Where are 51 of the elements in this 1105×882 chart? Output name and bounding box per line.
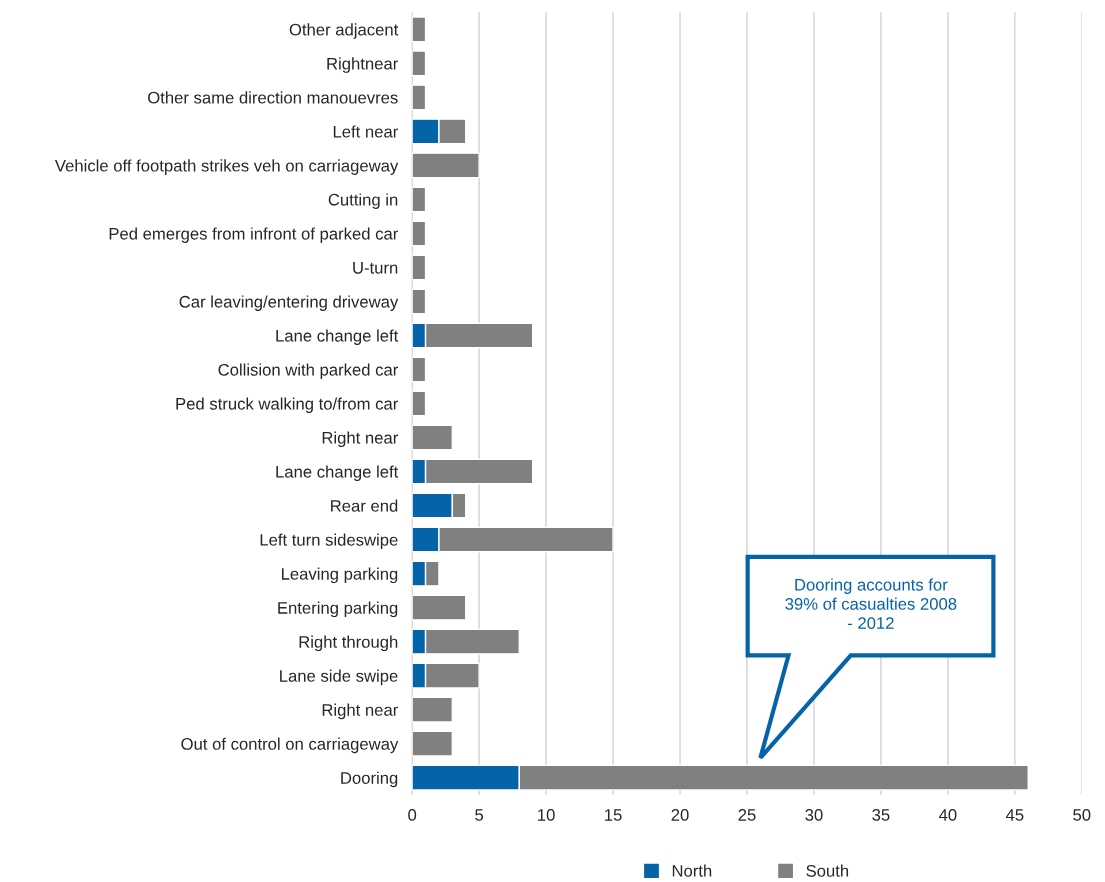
bar (412, 356, 427, 383)
legend-label: South (806, 864, 849, 877)
y-tick-label: Lane change left (276, 465, 399, 482)
y-tick-label: Cutting in (328, 193, 398, 209)
x-tick-label: 15 (605, 809, 622, 821)
bar (412, 16, 427, 43)
y-tick-label: Right near (322, 431, 398, 448)
y-tick-label: Collision with parked car (218, 363, 399, 379)
bar (412, 254, 427, 281)
y-tick-label: Out of control on carriageway (181, 737, 399, 754)
y-tick-label: Dooring (341, 771, 398, 788)
x-tick-label: 45 (1005, 809, 1024, 821)
x-tick-label: 0 (408, 809, 417, 821)
y-tick-label: Car leaving/entering driveway (179, 295, 399, 311)
y-tick-label: Rightnear (327, 57, 398, 73)
x-tick-label: 35 (872, 809, 890, 821)
y-tick-label: U-turn (353, 262, 398, 274)
x-tick-label: 5 (475, 809, 484, 821)
bar (412, 696, 454, 723)
bar (412, 730, 454, 757)
bar (412, 390, 427, 417)
y-tick-label: Leaving parking (281, 567, 398, 584)
y-tick-label: Entering parking (278, 601, 398, 618)
bar (412, 186, 427, 213)
annotation: Dooring accounts for 39% of casualties 2008 - 2012 (785, 578, 957, 629)
y-tick-label: Ped struck walking to/from car (176, 397, 399, 414)
bar (412, 288, 427, 315)
legend-label: North (672, 864, 712, 877)
x-tick-label: 20 (671, 809, 689, 821)
bar (412, 424, 454, 451)
x-tick-label: 40 (938, 809, 957, 821)
x-tick-label: 25 (738, 809, 756, 821)
bar (412, 152, 480, 179)
y-tick-label: Lane change left (276, 329, 399, 345)
y-tick-label: Other same direction manouevres (148, 91, 398, 104)
y-tick-label: Left near (333, 125, 399, 138)
x-tick-label: 30 (805, 809, 823, 821)
bar (412, 594, 467, 621)
y-tick-label: Rear end (331, 499, 398, 512)
y-tick-label: Vehicle off footpath strikes veh on carriageway (54, 159, 399, 175)
y-tick-label: Other adjacent (289, 23, 399, 39)
bar (412, 84, 427, 111)
y-tick-label: Ped emerges from infront of parked car (109, 227, 399, 243)
y-tick-label: Right through (299, 635, 398, 652)
x-tick-label: 10 (538, 809, 555, 821)
y-tick-label: Left turn sideswipe (260, 533, 398, 550)
bar (412, 50, 427, 77)
y-tick-label: Right near (322, 703, 398, 720)
x-tick-label: 50 (1073, 809, 1091, 821)
bar (412, 220, 427, 247)
y-tick-label: Lane side swipe (280, 669, 398, 686)
